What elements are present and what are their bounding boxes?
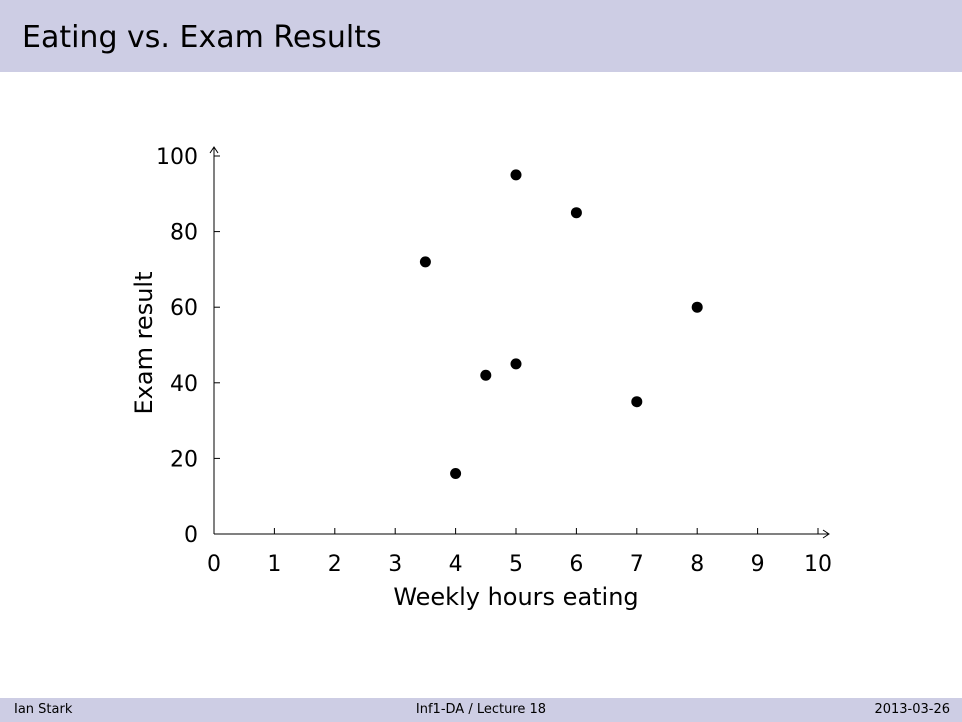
x-tick-label: 1 xyxy=(267,552,281,577)
y-tick-label: 100 xyxy=(156,145,198,170)
x-tick-label: 7 xyxy=(630,552,644,577)
data-point xyxy=(691,301,703,313)
x-tick-label: 10 xyxy=(804,552,832,577)
data-point xyxy=(450,468,462,480)
x-axis-arrow xyxy=(822,529,830,539)
x-tick-label: 0 xyxy=(207,552,221,577)
x-tick-label: 9 xyxy=(751,552,765,577)
y-axis-arrow xyxy=(209,146,219,154)
y-axis-label: Exam result xyxy=(130,272,158,415)
y-tick-label: 20 xyxy=(170,447,198,472)
data-point xyxy=(510,358,522,370)
x-tick-label: 4 xyxy=(449,552,463,577)
x-tick-label: 8 xyxy=(690,552,704,577)
footer-date: 2013-03-26 xyxy=(874,702,950,717)
y-tick-label: 40 xyxy=(170,372,198,397)
data-point xyxy=(631,396,643,408)
y-tick-label: 0 xyxy=(184,523,198,548)
x-tick-label: 3 xyxy=(388,552,402,577)
data-point xyxy=(570,207,582,219)
title-bar: Eating vs. Exam Results xyxy=(0,0,962,72)
y-tick-label: 80 xyxy=(170,221,198,246)
slide-title: Eating vs. Exam Results xyxy=(22,20,382,55)
data-point xyxy=(419,256,431,268)
x-axis-label: Weekly hours eating xyxy=(393,583,638,611)
data-point xyxy=(510,169,522,181)
x-tick-label: 6 xyxy=(569,552,583,577)
footer-author: Ian Stark xyxy=(14,702,73,717)
data-point xyxy=(480,369,492,381)
footer-bar: Ian Stark Inf1-DA / Lecture 18 2013-03-2… xyxy=(0,698,962,722)
x-tick-label: 5 xyxy=(509,552,523,577)
footer-course: Inf1-DA / Lecture 18 xyxy=(415,702,547,717)
y-tick-label: 60 xyxy=(170,296,198,321)
x-tick-label: 2 xyxy=(328,552,342,577)
